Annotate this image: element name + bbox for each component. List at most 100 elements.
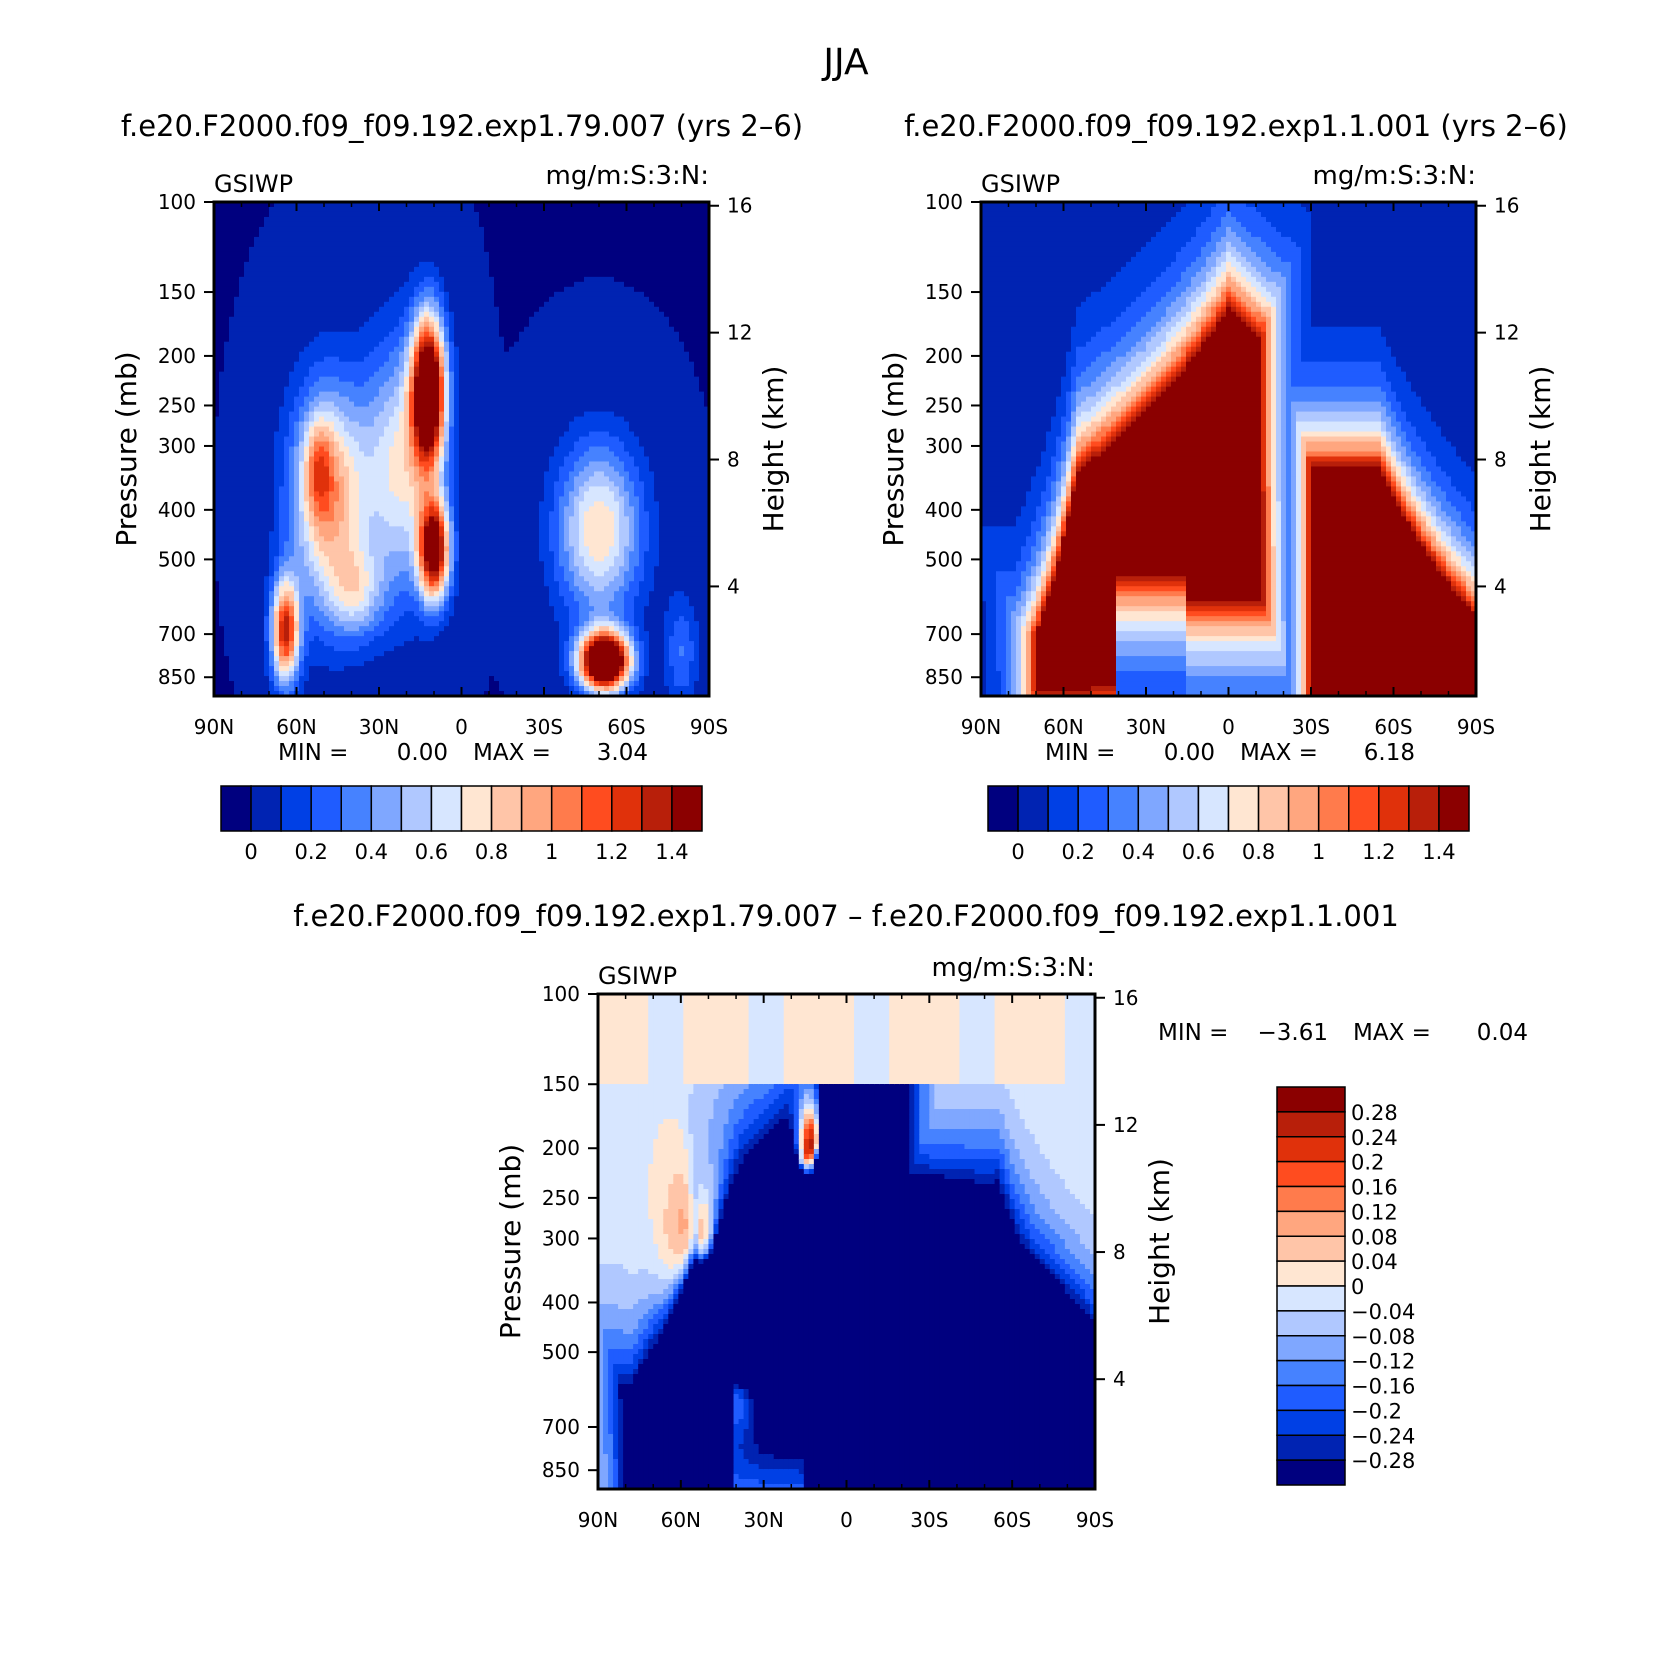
- heatmap-cell-0: [369, 261, 375, 268]
- heatmap-cell-0: [339, 371, 345, 378]
- heatmap-cell-0: [314, 476, 320, 483]
- heatmap-cell-0: [309, 371, 315, 378]
- heatmap-cell-0: [249, 301, 255, 308]
- heatmap-cell-0: [219, 206, 225, 213]
- heatmap-cell-0: [394, 261, 400, 268]
- heatmap-cell-0: [244, 381, 250, 388]
- heatmap-cell-0: [394, 551, 400, 557]
- heatmap-cell-0: [389, 341, 395, 348]
- heatmap-cell-0: [289, 401, 295, 408]
- heatmap-cell-0: [369, 386, 375, 393]
- heatmap-cell-0: [274, 411, 280, 418]
- heatmap-cell-0: [414, 411, 420, 418]
- heatmap-cell-0: [464, 391, 470, 398]
- heatmap-cell-0: [319, 361, 325, 368]
- heatmap-cell-0: [389, 506, 395, 512]
- heatmap-cell-0: [344, 281, 350, 288]
- heatmap-cell-0: [274, 226, 280, 233]
- heatmap-cell-0: [254, 481, 260, 488]
- heatmap-cell-0: [419, 626, 425, 632]
- heatmap-cell-0: [334, 511, 340, 517]
- heatmap-cell-0: [244, 511, 250, 517]
- heatmap-cell-0: [274, 466, 280, 473]
- heatmap-cell-0: [329, 341, 335, 348]
- heatmap-cell-0: [309, 206, 315, 213]
- heatmap-cell-0: [349, 551, 355, 557]
- heatmap-cell-0: [219, 636, 225, 642]
- heatmap-cell-0: [369, 486, 375, 493]
- heatmap-cell-0: [339, 346, 345, 353]
- heatmap-cell-0: [314, 511, 320, 517]
- heatmap-cell-0: [424, 411, 430, 418]
- heatmap-cell-0: [349, 381, 355, 388]
- heatmap-cell-0: [299, 611, 305, 617]
- panels: GSIWP mg/m:S:3:N:90N 60N 30N 0 30S 60S 90S10015…: [110, 109, 1568, 1532]
- heatmap-cell-0: [294, 421, 300, 428]
- heatmap-cell-0: [424, 406, 430, 413]
- heatmap-cell-0: [414, 311, 420, 318]
- heatmap-cell-0: [454, 661, 460, 667]
- heatmap-cell-0: [409, 496, 415, 502]
- heatmap-cell-0: [249, 316, 255, 323]
- heatmap-cell-0: [344, 376, 350, 383]
- heatmap-cell-0: [349, 346, 355, 353]
- heatmap-cell-0: [384, 516, 390, 522]
- heatmap-cell-0: [374, 366, 380, 373]
- heatmap-cell-0: [359, 561, 365, 567]
- heatmap-cell-0: [429, 561, 435, 567]
- heatmap-cell-0: [349, 226, 355, 233]
- heatmap-cell-0: [429, 231, 435, 238]
- heatmap-cell-0: [264, 316, 270, 323]
- heatmap-cell-0: [379, 346, 385, 353]
- heatmap-cell-0: [264, 311, 270, 318]
- heatmap-cell-0: [214, 581, 220, 587]
- heatmap-cell-0: [344, 561, 350, 567]
- heatmap-cell-0: [464, 216, 470, 223]
- heatmap-cell-0: [224, 331, 230, 338]
- heatmap-cell-0: [289, 202, 295, 208]
- heatmap-cell-0: [414, 386, 420, 393]
- heatmap-cell-0: [419, 431, 425, 438]
- heatmap-cell-0: [354, 226, 360, 233]
- heatmap-cell-0: [214, 371, 220, 378]
- heatmap-cell-0: [249, 691, 255, 697]
- heatmap-cell-0: [459, 486, 465, 493]
- heatmap-cell-0: [294, 386, 300, 393]
- heatmap-cell-0: [309, 531, 315, 537]
- heatmap-cell-0: [269, 291, 275, 298]
- heatmap-cell-0: [374, 416, 380, 423]
- heatmap-cell-0: [354, 461, 360, 468]
- heatmap-cell-0: [369, 346, 375, 353]
- heatmap-cell-0: [454, 616, 460, 622]
- heatmap-cell-0: [224, 481, 230, 488]
- heatmap-cell-0: [409, 541, 415, 547]
- heatmap-cell-0: [264, 686, 270, 692]
- heatmap-cell-0: [454, 202, 460, 208]
- heatmap-cell-0: [444, 441, 450, 448]
- heatmap-cell-0: [339, 331, 345, 338]
- heatmap-cell-0: [374, 521, 380, 527]
- heatmap-cell-0: [219, 226, 225, 233]
- heatmap-cell-0: [239, 401, 245, 408]
- heatmap-cell-0: [459, 356, 465, 363]
- heatmap-cell-0: [424, 496, 430, 502]
- heatmap-cell-0: [439, 506, 445, 512]
- heatmap-cell-0: [444, 641, 450, 647]
- heatmap-cell-0: [239, 446, 245, 453]
- heatmap-cell-0: [424, 206, 430, 213]
- heatmap-cell-0: [224, 411, 230, 418]
- heatmap-cell-0: [334, 371, 340, 378]
- heatmap-cell-0: [339, 236, 345, 243]
- heatmap-cell-0: [314, 451, 320, 458]
- heatmap-cell-0: [309, 351, 315, 358]
- heatmap-cell-0: [434, 536, 440, 542]
- heatmap-cell-0: [229, 541, 235, 547]
- heatmap-cell-0: [339, 256, 345, 263]
- heatmap-cell-0: [459, 501, 465, 507]
- heatmap-cell-0: [289, 536, 295, 542]
- heatmap-cell-0: [244, 526, 250, 532]
- heatmap-cell-0: [229, 616, 235, 622]
- heatmap-cell-0: [429, 226, 435, 233]
- heatmap-cell-0: [259, 546, 265, 552]
- heatmap-cell-0: [294, 506, 300, 512]
